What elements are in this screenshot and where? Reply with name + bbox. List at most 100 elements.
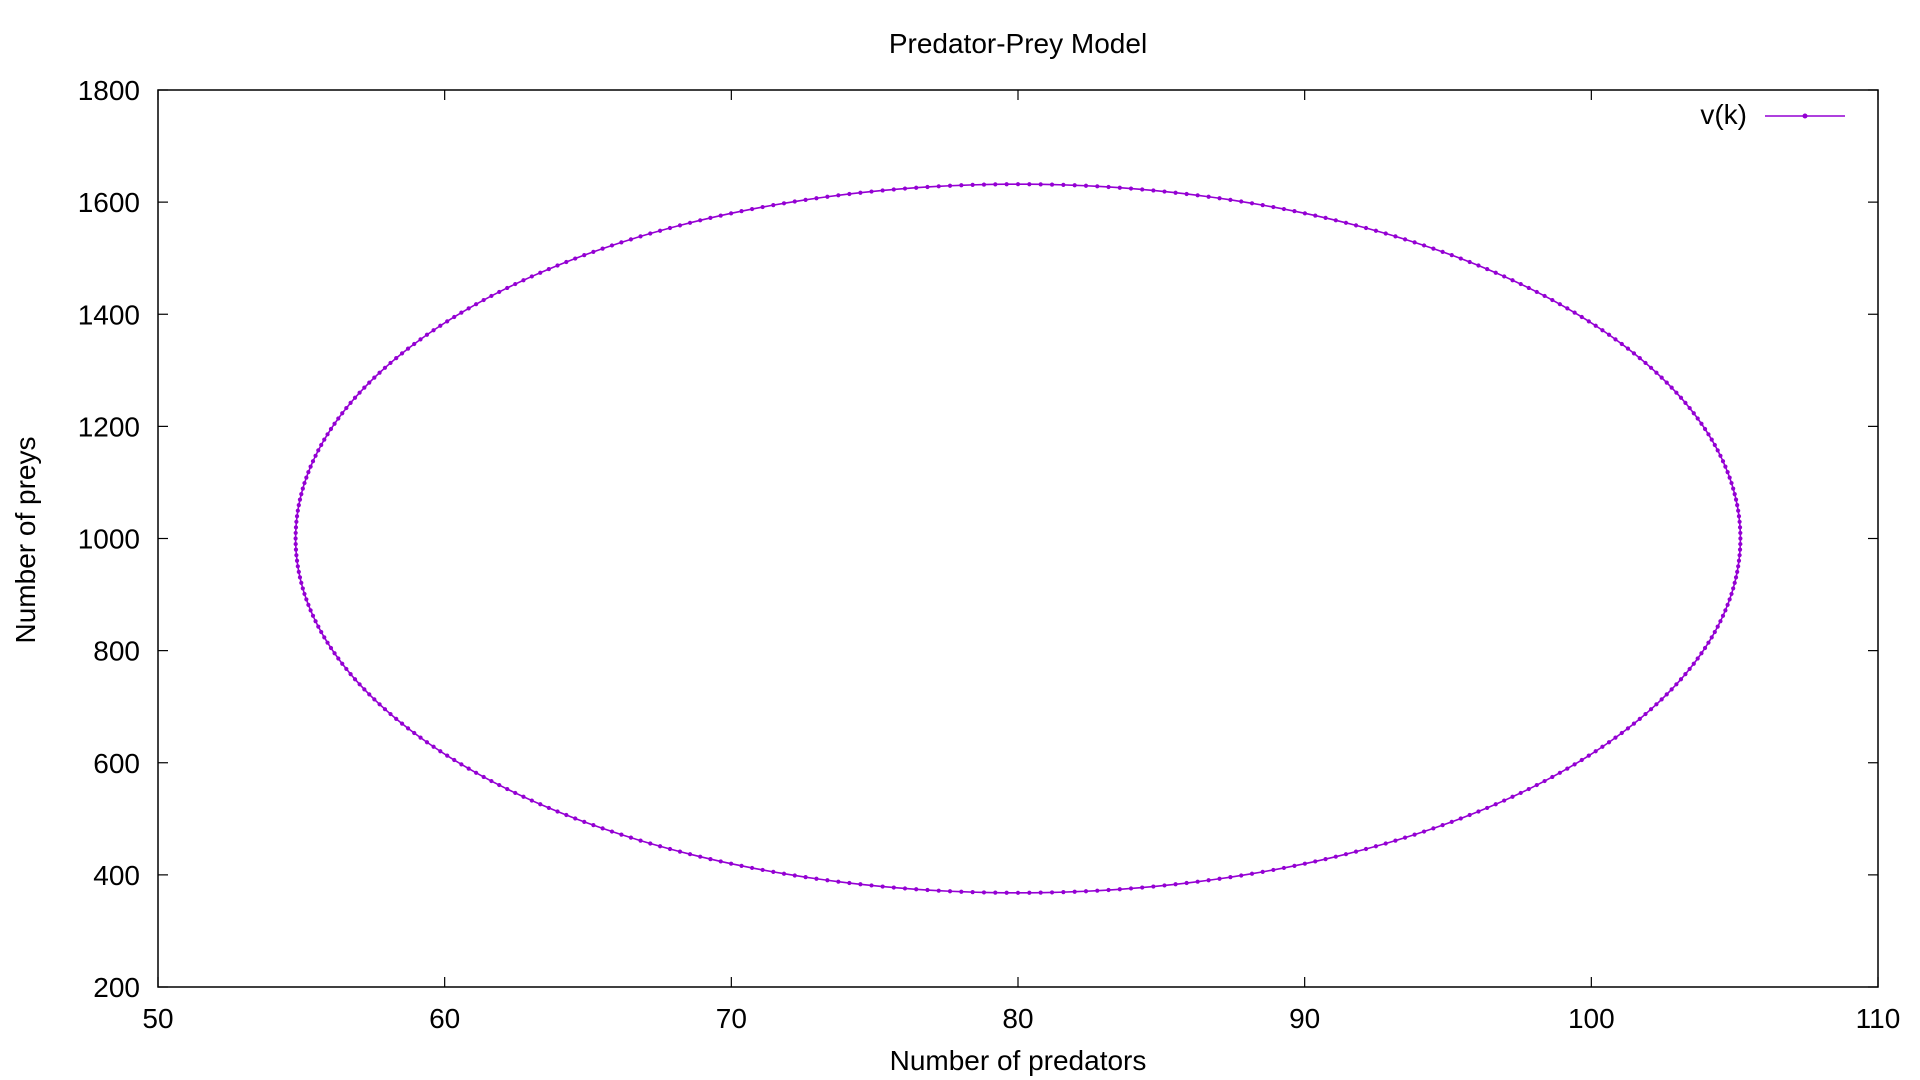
data-point [1702,645,1708,651]
data-point [687,852,693,857]
data-point [1502,798,1507,803]
data-point [1184,191,1189,197]
data-point [1421,829,1427,834]
data-point [328,426,334,432]
data-point [296,569,301,574]
data-point [1117,887,1122,892]
data-point [582,253,587,258]
data-point [1678,677,1684,682]
data-point [1015,890,1021,895]
data-point [302,591,307,597]
data-point [1117,185,1122,190]
data-point [521,278,526,283]
data-point [648,231,653,236]
data-point [306,602,311,607]
data-point [481,297,486,303]
data-point [1738,530,1743,536]
data-point [993,890,998,895]
data-point [891,187,896,192]
data-point [718,859,723,864]
data-point [573,816,578,821]
data-point [294,553,299,558]
data-point [847,191,852,197]
data-point [319,629,324,635]
data-point [1292,209,1297,214]
data-point [1343,220,1349,225]
data-point [1027,182,1032,187]
data-point [1228,197,1233,202]
data-point [497,782,502,788]
data-point [1173,882,1178,887]
data-point [1313,213,1318,218]
data-point [372,697,377,702]
data-point [1723,608,1728,613]
data-point [308,464,313,469]
data-point [405,346,411,351]
legend-label-v-k: v(k) [1700,99,1747,130]
data-point [729,211,734,216]
data-point [1579,757,1584,763]
data-point [1637,356,1642,361]
data-point [981,182,987,187]
data-point [367,692,372,697]
data-point [1195,193,1200,198]
y-tick-label: 1200 [78,411,140,442]
data-point [1502,274,1507,279]
data-point [1534,782,1539,788]
data-point [1281,865,1287,871]
data-point [1281,206,1287,212]
data-point [1106,887,1111,893]
data-point [1687,405,1692,411]
y-tick-label: 400 [93,860,140,891]
data-point [424,332,430,337]
data-point [1313,859,1318,864]
data-point [1586,319,1591,324]
data-point [718,213,723,218]
data-point [1083,889,1089,894]
data-point [1476,809,1481,814]
data-point [1731,486,1736,491]
data-point [1302,211,1307,216]
data-point [377,702,382,707]
data-point [394,716,399,721]
x-tick-label: 100 [1568,1003,1615,1034]
data-point [1467,812,1472,818]
data-point [959,183,964,188]
data-point [505,285,510,291]
data-point [781,201,787,206]
data-point [1542,293,1547,299]
data-point [459,310,464,315]
data-point [591,823,596,828]
data-point [1737,553,1742,558]
data-point [344,405,349,411]
data-point [677,223,683,228]
data-point [708,856,713,862]
data-point [825,878,830,883]
data-point [332,651,337,656]
chart-title: Predator-Prey Model [889,28,1147,59]
data-point [564,259,569,265]
data-point [628,835,634,840]
data-point [1706,640,1711,645]
data-point [382,365,388,370]
data-point [993,182,998,187]
data-point [297,575,303,580]
data-point [340,661,345,666]
x-tick-label: 60 [429,1003,460,1034]
data-point [1526,285,1531,291]
data-point [739,209,744,214]
y-tick-label: 600 [93,748,140,779]
data-point [814,876,819,881]
data-point [803,875,808,880]
data-point [1606,740,1612,745]
data-point [1695,416,1700,421]
data-point [1737,547,1743,552]
data-point [947,889,953,894]
data-point [1674,390,1679,395]
data-point [1363,225,1369,231]
data-point [336,416,341,421]
data-point [1363,846,1369,852]
data-point [1260,203,1265,208]
data-point [936,888,941,893]
data-point [1440,823,1445,828]
